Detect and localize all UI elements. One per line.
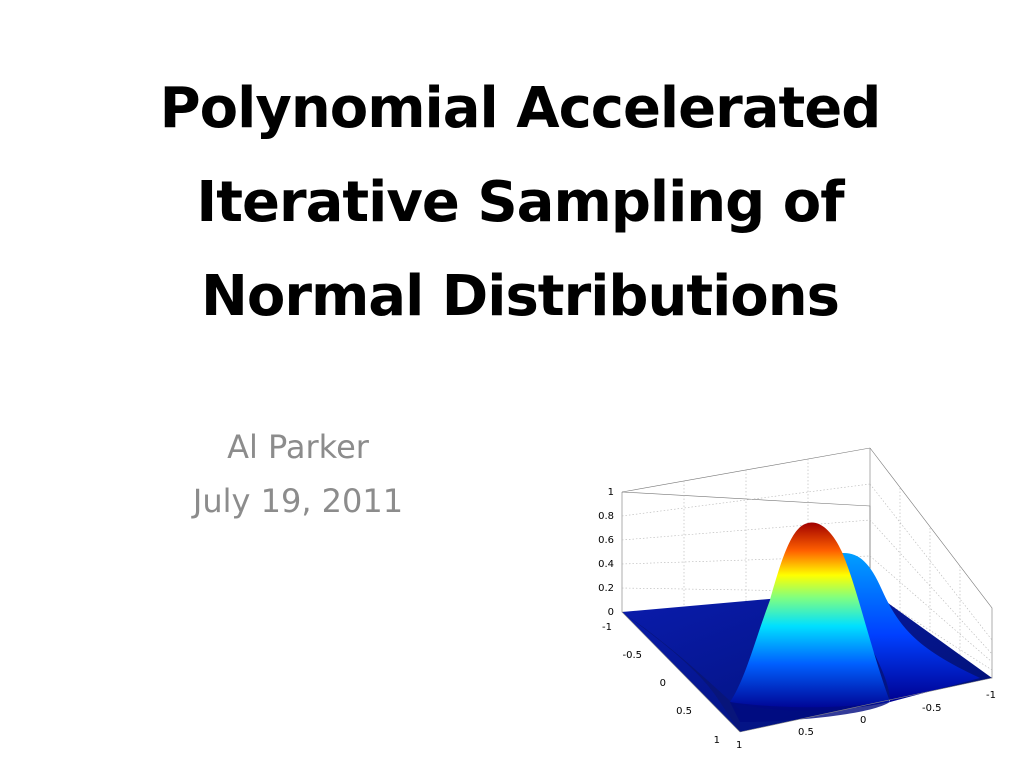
- presentation-date: July 19, 2011: [192, 482, 404, 520]
- slide-title: Polynomial Accelerated Iterative Samplin…: [60, 62, 980, 344]
- surface-peak-side: [835, 553, 980, 702]
- y-tick-label: 0: [660, 678, 666, 689]
- z-tick-label: 1: [608, 487, 614, 498]
- y-tick-label: 0.5: [676, 706, 692, 717]
- y-tick-label: -0.5: [622, 650, 642, 661]
- y-tick-label: 1: [714, 735, 720, 746]
- z-tick-label: 0.8: [598, 511, 614, 522]
- z-axis: 1 0.8 0.6 0.4 0.2 0: [598, 487, 614, 618]
- z-tick-label: 0.4: [598, 559, 614, 570]
- x-tick-label: -0.5: [922, 703, 942, 714]
- z-tick-label: 0.6: [598, 535, 614, 546]
- surface-peak: [730, 522, 890, 711]
- x-tick-label: 0: [860, 715, 866, 726]
- surface-plot-figure: 1 0.8 0.6 0.4 0.2 0 -1 -0.5 0 0.5 1 1 0.…: [590, 440, 1010, 760]
- z-tick-label: 0: [608, 607, 614, 618]
- y-axis: -1 -0.5 0 0.5 1: [602, 622, 720, 746]
- x-tick-label: -1: [986, 690, 996, 701]
- title-line-2: Iterative Sampling of: [196, 170, 844, 235]
- y-tick-label: -1: [602, 622, 612, 633]
- z-tick-label: 0.2: [598, 583, 614, 594]
- plot-front-edges: [621, 611, 993, 733]
- slide-subtitle: Al Parker July 19, 2011: [150, 420, 446, 528]
- x-axis: 1 0.5 0 -0.5 -1: [736, 690, 996, 751]
- title-line-1: Polynomial Accelerated: [159, 76, 882, 141]
- surface-peak-shadow: [730, 702, 890, 722]
- title-line-3: Normal Distributions: [201, 264, 840, 329]
- surface-plot-svg: 1 0.8 0.6 0.4 0.2 0 -1 -0.5 0 0.5 1 1 0.…: [598, 447, 996, 751]
- x-tick-label: 1: [736, 740, 742, 751]
- x-tick-label: 0.5: [798, 727, 814, 738]
- author-name: Al Parker: [227, 428, 369, 466]
